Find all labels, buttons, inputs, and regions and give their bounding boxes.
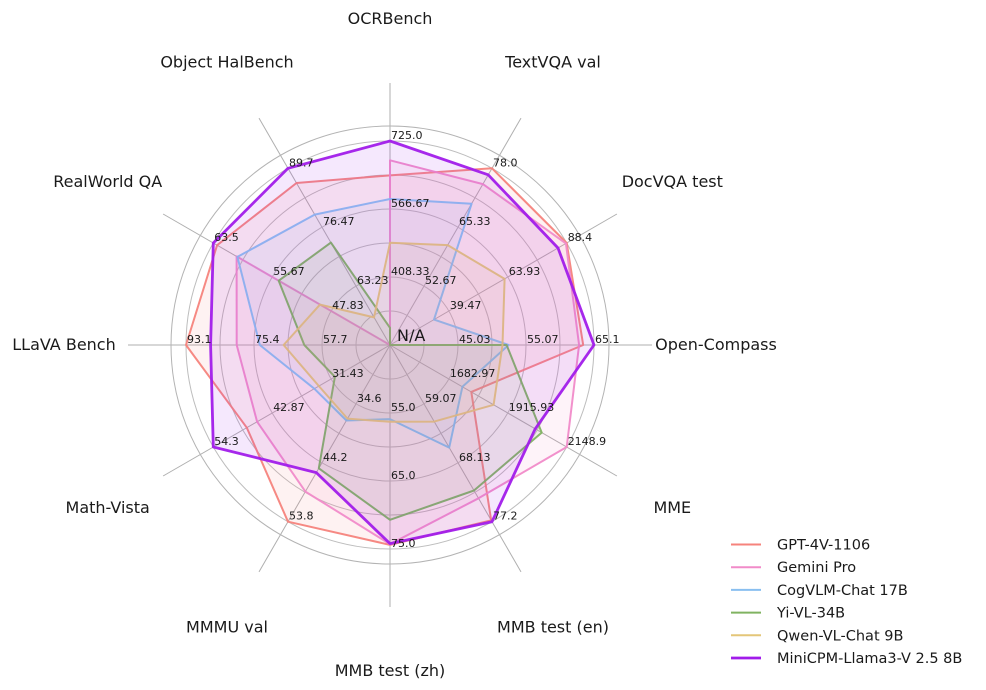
radar-tick-label: 2148.9	[568, 435, 607, 448]
radar-tick-label: 59.07	[425, 392, 457, 405]
radar-tick-label: 52.67	[425, 274, 457, 287]
radar-tick-label: 55.0	[391, 401, 416, 414]
radar-tick-label: 65.0	[391, 469, 416, 482]
radar-spoke	[389, 344, 618, 477]
radar-outer-circle	[170, 125, 610, 565]
radar-tick-label: 75.4	[255, 333, 280, 346]
radar-spoke	[258, 117, 391, 346]
radar-spoke	[258, 344, 391, 573]
radar-tick-label: 63.93	[509, 265, 541, 278]
radar-tick-label: 1915.93	[509, 401, 555, 414]
radar-tick-label: 65.33	[459, 215, 491, 228]
radar-tick-label: 408.33	[391, 265, 430, 278]
axis-label-object-halbench: Object HalBench	[160, 53, 293, 72]
radar-axis-labels: OCRBench TextVQA val DocVQA test Open-Compa…	[12, 9, 777, 680]
radar-tick-label: 42.87	[273, 401, 305, 414]
radar-series	[185, 139, 596, 546]
radar-tick-label: 725.0	[391, 129, 423, 142]
radar-tick-label: 93.1	[187, 333, 212, 346]
radar-tick-label: 88.4	[568, 231, 593, 244]
radar-tick-label: 44.2	[323, 451, 348, 464]
series-line	[277, 241, 543, 521]
axis-label-mmb-test-en-: MMB test (en)	[497, 617, 609, 636]
legend-label: Qwen-VL-Chat 9B	[777, 628, 903, 644]
axis-label-mme: MME	[653, 498, 691, 517]
legend-label: CogVLM-Chat 17B	[777, 583, 908, 599]
axis-label-mmb-test-zh-: MMB test (zh)	[335, 661, 446, 680]
axis-label-realworld-qa: RealWorld QA	[53, 172, 162, 191]
radar-spoke	[389, 117, 522, 346]
radar-tick-label: 47.83	[332, 299, 364, 312]
radar-tick-label: 39.47	[450, 299, 482, 312]
legend-label: GPT-4V-1106	[777, 538, 870, 554]
legend-item: GPT-4V-1106	[731, 538, 870, 554]
legend-item: Gemini Pro	[731, 560, 856, 576]
radar-spoke	[162, 344, 391, 477]
radar-tick-label: 34.6	[357, 392, 382, 405]
radar-tick-label: 53.8	[289, 510, 314, 523]
legend-label: MiniCPM-Llama3-V 2.5 8B	[777, 651, 962, 667]
axis-label-mmmu-val: MMMU val	[186, 617, 268, 636]
radar-tick-labels: 408.33 566.67 725.0 52.67 65.33 78.0 39.47 63.9…	[187, 129, 620, 550]
radar-tick-label: 63.5	[214, 231, 239, 244]
radar-tick-label: 566.67	[391, 197, 430, 210]
radar-tick-label: 31.43	[332, 367, 364, 380]
radar-tick-label: 65.1	[595, 333, 620, 346]
axis-label-math-vista: Math-Vista	[66, 498, 150, 517]
radar-tick-label: 1682.97	[450, 367, 496, 380]
radar-tick-label: 63.23	[357, 274, 389, 287]
radar-center-na-label: N/A	[397, 326, 425, 345]
radar-spoke	[389, 213, 618, 346]
legend: GPT-4V-1106 Gemini Pro CogVLM-Chat 17B Yi-V…	[731, 538, 962, 667]
axis-label-ocrbench: OCRBench	[348, 9, 433, 28]
radar-tick-label: 55.67	[273, 265, 305, 278]
axis-label-docvqa-test: DocVQA test	[622, 172, 723, 191]
radar-tick-label: 55.07	[527, 333, 559, 346]
legend-item: Yi-VL-34B	[731, 606, 845, 622]
legend-item: CogVLM-Chat 17B	[731, 583, 908, 599]
radar-tick-label: 45.03	[459, 333, 491, 346]
radar-tick-label: 76.47	[323, 215, 355, 228]
series-line	[282, 241, 506, 423]
radar-tick-label: 68.13	[459, 451, 491, 464]
series-fill	[210, 141, 594, 544]
radar-tick-label: 57.7	[323, 333, 348, 346]
radar-center-label: N/A	[397, 326, 425, 345]
radar-tick-label: 89.7	[289, 156, 314, 169]
legend-item: Qwen-VL-Chat 9B	[731, 628, 903, 644]
legend-label: Yi-VL-34B	[776, 606, 845, 622]
legend-item: MiniCPM-Llama3-V 2.5 8B	[731, 651, 962, 667]
series-line	[209, 139, 596, 545]
series-line	[236, 198, 510, 449]
series-fill	[278, 242, 542, 520]
radar-tick-label: 54.3	[214, 435, 239, 448]
axis-label-open-compass: Open-Compass	[655, 335, 777, 354]
radar-tick-label: 75.0	[391, 537, 416, 550]
series-fill	[283, 242, 505, 422]
radar-tick-label: 78.0	[493, 156, 518, 169]
legend-label: Gemini Pro	[777, 560, 856, 576]
radar-spoke	[389, 344, 522, 573]
radar-tick-label: 77.2	[493, 510, 518, 523]
axis-label-textvqa-val: TextVQA val	[504, 53, 601, 72]
axis-label-llava-bench: LLaVA Bench	[12, 335, 115, 354]
series-fill	[186, 168, 584, 545]
